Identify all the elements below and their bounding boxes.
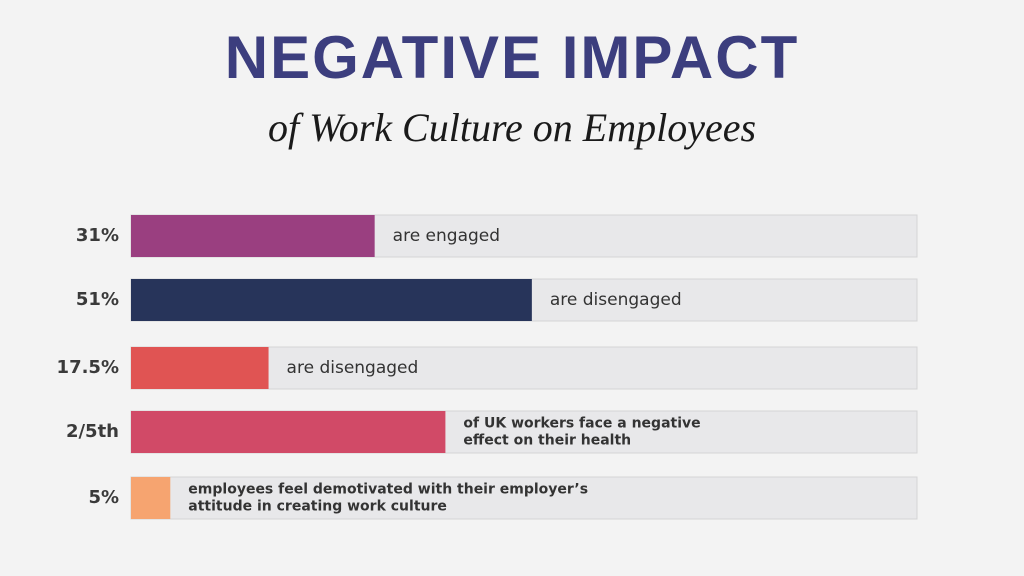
bar-description: are disengaged [550, 290, 682, 310]
bar-description: attitude in creating work culture [188, 499, 447, 515]
bar [131, 279, 532, 321]
bar-description: of UK workers face a negative [463, 416, 700, 432]
value-label: 5% [88, 487, 119, 508]
bar [131, 477, 171, 519]
chart-title: NEGATIVE IMPACT [225, 24, 799, 91]
bar-description: effect on their health [463, 433, 631, 449]
value-label: 31% [76, 225, 119, 246]
value-label: 2/5th [66, 421, 119, 442]
bar-track [130, 476, 918, 520]
value-label: 17.5% [57, 357, 119, 378]
bar [131, 347, 269, 389]
value-label: 51% [76, 289, 119, 310]
bar-description: are disengaged [287, 358, 419, 378]
bar-description: are engaged [393, 226, 500, 246]
bar-description: employees feel demotivated with their em… [188, 482, 588, 498]
bar [131, 215, 375, 257]
chart-subtitle: of Work Culture on Employees [268, 105, 756, 150]
bar [131, 411, 446, 453]
